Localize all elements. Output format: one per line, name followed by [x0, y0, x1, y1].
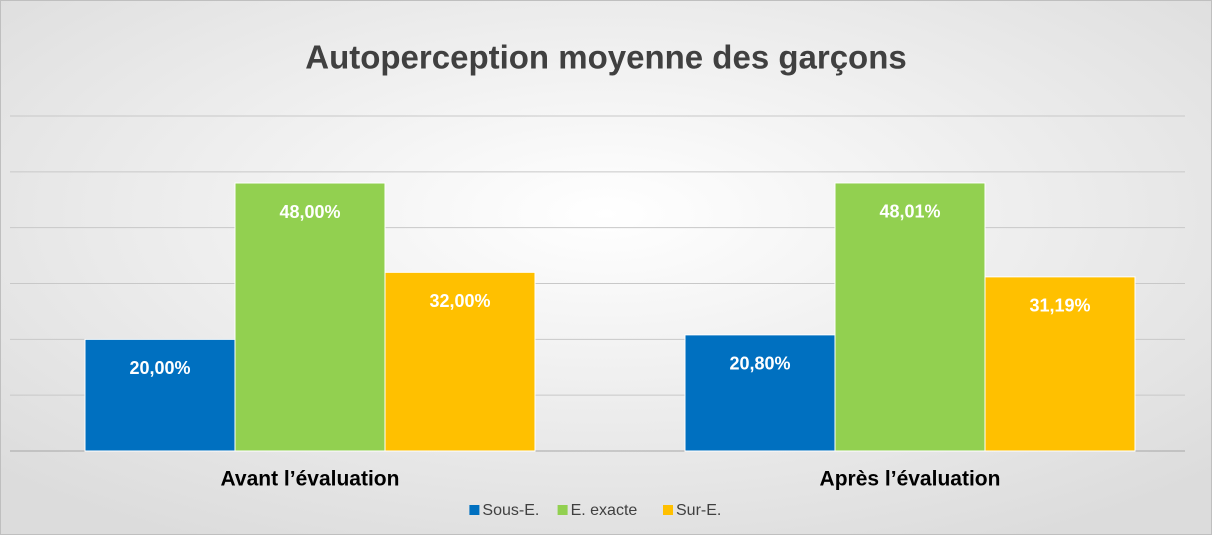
- bar: [684, 334, 836, 452]
- bar: [234, 182, 386, 452]
- data-label: 31,19%: [1029, 296, 1090, 316]
- legend-swatch: [557, 505, 568, 515]
- x-tick-label: Avant l’évaluation: [221, 468, 400, 491]
- legend-swatch: [663, 505, 673, 515]
- x-tick-label: Après l’évaluation: [820, 468, 1001, 491]
- data-label: 48,01%: [879, 202, 940, 222]
- chart-title: Autoperception moyenne des garçons: [305, 39, 906, 76]
- bar: [834, 182, 986, 452]
- legend-label: Sur-E.: [676, 502, 721, 519]
- data-label: 20,80%: [729, 354, 790, 374]
- legend-label: E. exacte: [571, 502, 638, 519]
- bar: [384, 271, 536, 452]
- bar: [984, 276, 1136, 452]
- legend-swatch: [469, 505, 480, 515]
- data-label: 48,00%: [279, 202, 340, 222]
- data-label: 32,00%: [429, 291, 490, 311]
- legend-label: Sous-E.: [482, 502, 539, 519]
- bar: [84, 338, 236, 452]
- data-label: 20,00%: [129, 358, 190, 378]
